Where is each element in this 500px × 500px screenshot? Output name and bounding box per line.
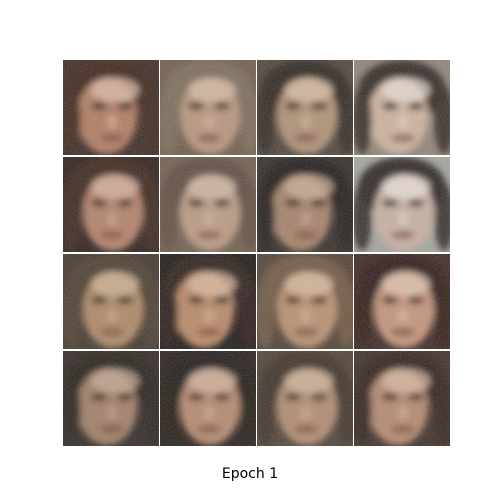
face-image <box>63 60 159 155</box>
face-image <box>257 351 353 446</box>
face-image <box>160 254 256 349</box>
face-tile <box>160 351 256 446</box>
face-image <box>63 157 159 252</box>
face-image <box>160 157 256 252</box>
face-tile <box>354 351 450 446</box>
face-image <box>160 60 256 155</box>
face-tile <box>63 157 159 252</box>
face-tile <box>354 60 450 155</box>
face-tile <box>160 60 256 155</box>
face-image <box>63 254 159 349</box>
face-tile <box>63 351 159 446</box>
generated-image-grid <box>63 60 450 446</box>
face-tile <box>160 157 256 252</box>
face-tile <box>257 60 353 155</box>
face-tile <box>354 157 450 252</box>
face-image <box>257 60 353 155</box>
face-tile <box>257 157 353 252</box>
face-image <box>257 254 353 349</box>
face-image <box>160 351 256 446</box>
face-image <box>63 351 159 446</box>
face-tile <box>257 254 353 349</box>
face-tile <box>63 254 159 349</box>
epoch-caption: Epoch 1 <box>221 466 279 482</box>
face-image <box>354 351 450 446</box>
face-tile <box>257 351 353 446</box>
face-image <box>354 60 450 155</box>
face-image <box>257 157 353 252</box>
face-image <box>354 157 450 252</box>
face-tile <box>160 254 256 349</box>
face-tile <box>63 60 159 155</box>
face-image <box>354 254 450 349</box>
face-tile <box>354 254 450 349</box>
